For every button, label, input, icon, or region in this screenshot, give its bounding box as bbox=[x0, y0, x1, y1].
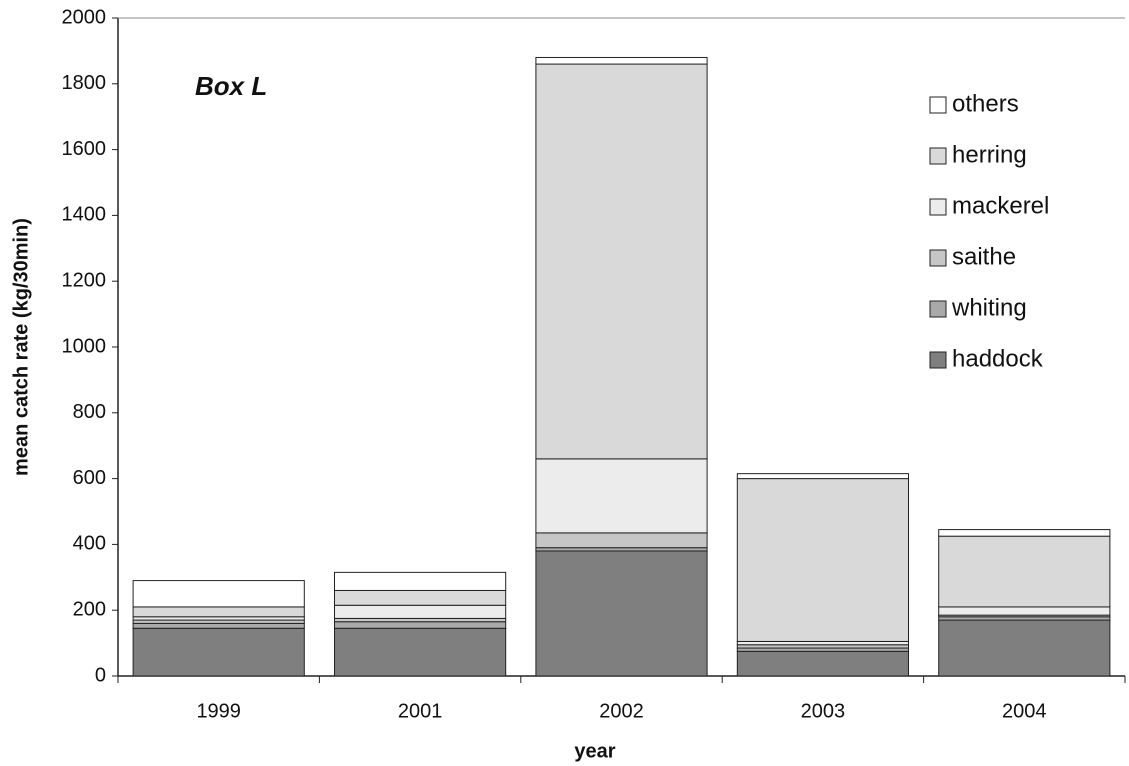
legend-swatch bbox=[929, 147, 947, 165]
y-tick-label: 400 bbox=[73, 533, 106, 555]
x-tick-label: 2001 bbox=[398, 700, 443, 722]
bar-segment bbox=[535, 550, 708, 677]
bar-segment bbox=[535, 532, 708, 549]
bar-segment bbox=[334, 621, 507, 629]
bar-segment bbox=[736, 650, 909, 677]
y-tick-label: 1800 bbox=[62, 72, 107, 94]
x-tick-label: 2003 bbox=[801, 700, 846, 722]
bar-segment bbox=[132, 622, 305, 629]
legend-label: haddock bbox=[952, 345, 1044, 372]
bar-segment bbox=[334, 604, 507, 619]
legend-swatch bbox=[929, 351, 947, 369]
legend-label: whiting bbox=[951, 294, 1027, 321]
bar-segment bbox=[535, 63, 708, 460]
bar-segment bbox=[938, 606, 1111, 616]
x-tick-label: 2004 bbox=[1002, 700, 1047, 722]
y-tick-label: 800 bbox=[73, 401, 106, 423]
legend-swatch bbox=[929, 249, 947, 267]
bar-segment bbox=[132, 606, 305, 618]
legend-swatch bbox=[929, 96, 947, 114]
bar-segment bbox=[736, 473, 909, 480]
bar-segment bbox=[938, 535, 1111, 608]
x-axis-label: year bbox=[574, 740, 615, 762]
bar-segment bbox=[535, 458, 708, 534]
bar-segment bbox=[535, 56, 708, 65]
annotation: Box L bbox=[195, 71, 267, 101]
bar-segment bbox=[938, 529, 1111, 537]
bar-segment bbox=[334, 627, 507, 677]
y-tick-label: 2000 bbox=[62, 6, 107, 28]
legend-swatch bbox=[929, 198, 947, 216]
y-tick-label: 1200 bbox=[62, 269, 107, 291]
y-tick-label: 0 bbox=[95, 664, 106, 686]
bar-segment bbox=[938, 619, 1111, 677]
bar-segment bbox=[736, 478, 909, 642]
y-tick-label: 200 bbox=[73, 598, 106, 620]
x-tick-label: 1999 bbox=[196, 700, 241, 722]
bar-segment bbox=[132, 580, 305, 608]
bar-segment bbox=[132, 627, 305, 677]
legend-swatch bbox=[929, 300, 947, 318]
legend-label: mackerel bbox=[952, 192, 1049, 219]
legend-label: herring bbox=[952, 141, 1027, 168]
y-tick-label: 1400 bbox=[62, 204, 107, 226]
y-tick-label: 1000 bbox=[62, 335, 107, 357]
x-tick-label: 2002 bbox=[599, 700, 644, 722]
legend-label: saithe bbox=[952, 243, 1016, 270]
bar-segment bbox=[334, 589, 507, 606]
bar-segment bbox=[334, 571, 507, 591]
y-tick-label: 1600 bbox=[62, 138, 107, 160]
y-axis-label: mean catch rate (kg/30min) bbox=[10, 218, 32, 476]
y-tick-label: 600 bbox=[73, 467, 106, 489]
legend-label: others bbox=[952, 90, 1019, 117]
